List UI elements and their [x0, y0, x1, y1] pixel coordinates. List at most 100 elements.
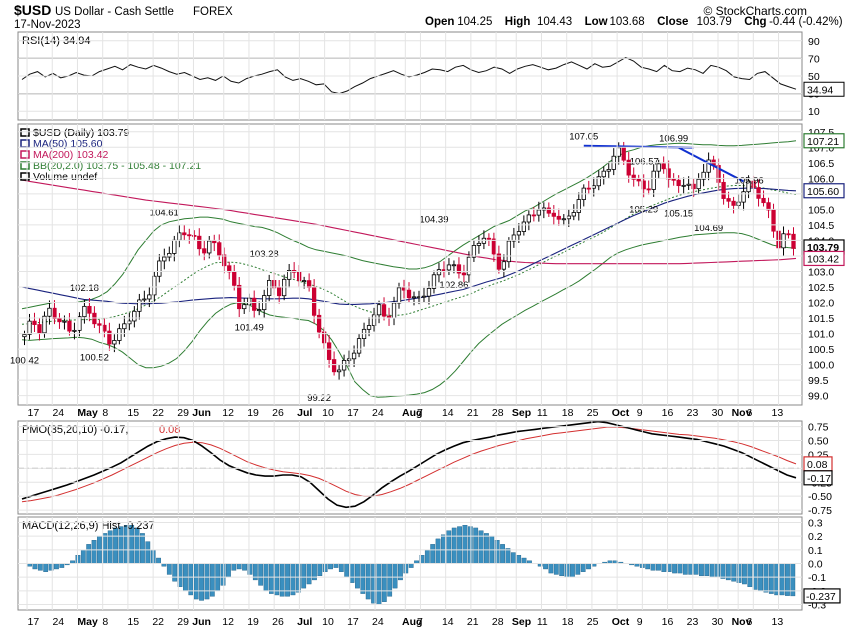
candle-up [77, 316, 82, 331]
candle-down [237, 284, 242, 310]
macd-hist-bar [484, 533, 489, 564]
candle-up [242, 304, 247, 310]
price-grid [18, 124, 802, 405]
y-tick-label: -0.1 [808, 572, 826, 584]
x-tick-label: 24 [372, 616, 384, 628]
bb-upper-line [21, 140, 797, 310]
candle-up [741, 191, 746, 203]
exchange-label: FOREX [193, 6, 233, 18]
macd-hist-bar [344, 563, 350, 578]
candle-up [396, 287, 402, 304]
candle-up [686, 183, 691, 186]
x-tick-label: 28 [492, 407, 504, 419]
macd-hist-bar [59, 563, 65, 568]
macd-hist-bar [441, 534, 446, 564]
ohlc-high-value: 104.43 [537, 16, 572, 28]
x-tick-label: Sep [512, 407, 531, 419]
candle-down [756, 187, 761, 199]
symbol-title: $USD [14, 2, 51, 18]
ohlc-chg-value: -0.44 (-0.42%) [769, 16, 843, 28]
candle-up [72, 329, 77, 332]
x-tick-label: 17 [27, 407, 39, 419]
x-tick-label: 25 [587, 407, 599, 419]
x-tick-label: 30 [712, 616, 724, 628]
macd-hist-bar [742, 563, 747, 585]
macd-hist-bar [231, 563, 237, 571]
macd-hist-bar [242, 563, 247, 571]
legend-swatch [20, 139, 30, 148]
macd-hist-bar [580, 563, 586, 572]
candle-down [551, 212, 556, 217]
candle-up [371, 314, 377, 326]
x-tick-label: 24 [52, 616, 64, 628]
candle-down [716, 165, 721, 183]
x-tick-label: 23 [687, 616, 699, 628]
candle-up [341, 360, 347, 371]
macd-hist-bar [731, 563, 737, 582]
y-tick-label: 70 [808, 53, 820, 65]
y-tick-label: -0.75 [808, 505, 832, 517]
macd-hist-bar [586, 563, 591, 570]
macd-hist-bar [209, 563, 215, 597]
x-tick-label: 18 [562, 407, 574, 419]
price-annotation: 106.57 [630, 157, 659, 168]
candle-down [461, 272, 467, 276]
price-annotation: 100.52 [80, 352, 109, 363]
y-tick-label: 0.1 [808, 545, 823, 557]
macd-hist-bar [768, 563, 774, 594]
macd-hist-bar [172, 563, 178, 582]
x-tick-label: 19 [247, 407, 259, 419]
macd-hist-bar [645, 563, 651, 570]
legend-entry: Volume undef [33, 171, 97, 183]
y-tick-label: 10 [808, 106, 820, 118]
macd-hist-bar [451, 527, 457, 564]
x-tick-label: 7 [417, 407, 423, 419]
macd-hist-bar [699, 563, 704, 577]
macd-hist-bar [693, 563, 699, 575]
candle-up [571, 212, 576, 217]
macd-hist-bar [86, 544, 92, 564]
candle-down [621, 147, 626, 161]
candle-down [486, 237, 492, 240]
chart-header: $USD US Dollar - Cash Settle FOREX 17-No… [14, 2, 843, 31]
price-frame [17, 123, 803, 406]
price-value-tag [803, 250, 845, 267]
candle-down [52, 307, 57, 319]
y-tick-label: 105.0 [808, 204, 834, 216]
macd-hist-bar [37, 563, 43, 571]
y-tick-label: 106.0 [808, 173, 834, 185]
macd-hist-bar [446, 530, 452, 564]
macd-hist-bar [285, 563, 290, 597]
macd-hist-bar [462, 525, 468, 564]
x-tick-label: Aug [402, 407, 422, 419]
candle-up [471, 245, 477, 258]
candle-down [57, 318, 62, 323]
x-tick-label: Jul [297, 407, 312, 419]
macd-hist-bar [322, 563, 328, 572]
macd-hist-bar [763, 563, 769, 593]
y-tick-label: 102.0 [808, 298, 834, 310]
candle-down [227, 265, 232, 273]
rsi-value-tag [803, 81, 845, 97]
candle-down [217, 242, 222, 256]
candle-up [436, 269, 442, 276]
x-tick-label: 13 [772, 407, 784, 419]
candle-up [536, 209, 541, 216]
macd-hist-bar [392, 563, 398, 589]
x-tick-label: 22 [152, 407, 164, 419]
macd-hist-bar [193, 563, 199, 600]
price-annotation: 105.15 [664, 209, 693, 220]
candle-down [456, 264, 462, 274]
candle-up [426, 288, 432, 297]
x-tick-label: 11 [537, 407, 548, 419]
candle-down [212, 240, 217, 244]
candle-down [556, 215, 561, 220]
x-tick-label: Jul [297, 616, 312, 628]
x-tick-label: 8 [102, 407, 108, 419]
y-tick-label: 100.5 [808, 344, 834, 356]
x-tick-label: 12 [222, 616, 234, 628]
macd-hist-bar [333, 563, 339, 568]
y-tick-label: 99.5 [808, 375, 829, 387]
